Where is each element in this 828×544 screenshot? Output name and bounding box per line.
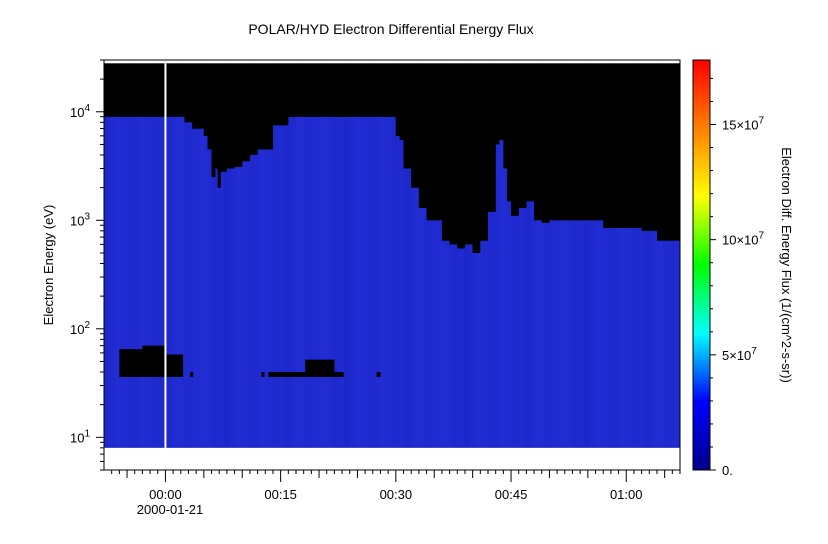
flux-texture-column: [524, 60, 530, 470]
plot-area: [103, 59, 681, 471]
y-axis-label: Electron Energy (eV): [41, 205, 56, 326]
flux-texture-column: [560, 60, 566, 470]
flux-texture-column: [404, 60, 410, 470]
x-tick-label: 00:00: [149, 487, 182, 502]
flux-texture-column: [644, 60, 650, 470]
flux-texture-column: [308, 60, 314, 470]
flux-texture-column: [224, 60, 230, 470]
colorbar-tick-label: 5×107: [722, 346, 757, 363]
flux-texture-column: [356, 60, 362, 470]
flux-texture-column: [632, 60, 638, 470]
colorbar-label: Electron Diff. Energy Flux (1/(cm^2-s-sr…: [779, 147, 794, 383]
heatmap-layer: [104, 60, 680, 470]
flux-texture-column: [536, 60, 542, 470]
flux-texture-column: [620, 60, 626, 470]
flux-texture-column: [476, 60, 482, 470]
low-flux-patch: [142, 345, 166, 377]
low-flux-patch: [261, 371, 265, 377]
flux-texture-column: [260, 60, 266, 470]
flux-texture-column: [248, 60, 254, 470]
flux-texture-column: [464, 60, 470, 470]
x-axis: 00:00 00:15 00:30 00:45 01:00: [111, 470, 681, 502]
y-tick-label: 102: [70, 320, 90, 337]
x-tick-label: 00:30: [380, 487, 413, 502]
flux-texture-column: [440, 60, 446, 470]
flux-texture-column: [656, 60, 662, 470]
flux-texture-column: [296, 60, 302, 470]
flux-texture-column: [164, 60, 170, 470]
flux-texture-column: [236, 60, 242, 470]
flux-texture-column: [284, 60, 290, 470]
plot-frame: [103, 59, 681, 471]
flux-texture-column: [596, 60, 602, 470]
low-flux-patch: [305, 359, 335, 377]
flux-texture-column: [392, 60, 398, 470]
flux-texture-column: [344, 60, 350, 470]
flux-region: [104, 116, 680, 448]
flux-texture-column: [140, 60, 146, 470]
flux-texture-column: [548, 60, 554, 470]
low-flux-patch: [165, 354, 184, 377]
flux-texture-column: [272, 60, 278, 470]
flux-texture-column: [128, 60, 134, 470]
flux-texture-column: [608, 60, 614, 470]
flux-texture-column: [584, 60, 590, 470]
flux-texture-column: [152, 60, 158, 470]
low-flux-patch: [190, 371, 194, 377]
flux-texture-column: [380, 60, 386, 470]
no-data-upper: [104, 63, 680, 253]
colorbar-tick-label: 15×107: [722, 115, 765, 132]
above-range-mask: [104, 60, 680, 64]
y-tick-label: 104: [70, 103, 90, 120]
y-tick-label: 101: [70, 428, 90, 445]
flux-texture-column: [488, 60, 494, 470]
low-flux-patch: [334, 371, 344, 377]
colorbar-gradient: [692, 59, 711, 471]
flux-texture-column: [500, 60, 506, 470]
colorbar-ticks: 0. 5×107 10×107 15×107: [710, 77, 765, 478]
flux-texture-column: [416, 60, 422, 470]
flux-texture-column: [368, 60, 374, 470]
below-range-mask: [104, 447, 680, 470]
low-flux-patch: [376, 371, 381, 377]
flux-texture-column: [332, 60, 338, 470]
chart-title: POLAR/HYD Electron Differential Energy F…: [248, 21, 533, 37]
flux-texture-column: [104, 60, 110, 470]
x-tick-label: 00:45: [495, 487, 528, 502]
flux-texture-column: [176, 60, 182, 470]
flux-texture-column: [572, 60, 578, 470]
colorbar-tick-label: 10×107: [722, 231, 765, 248]
flux-texture-column: [668, 60, 674, 470]
low-flux-patch: [268, 371, 306, 377]
flux-texture-column: [212, 60, 218, 470]
x-date-label: 2000-01-21: [137, 502, 204, 517]
x-tick-label: 00:15: [264, 487, 297, 502]
flux-texture-column: [512, 60, 518, 470]
flux-texture-column: [200, 60, 206, 470]
flux-texture-column: [452, 60, 458, 470]
colorbar-tick-label: 0.: [722, 463, 733, 478]
colorbar: 0. 5×107 10×107 15×107: [692, 59, 765, 478]
low-flux-patch: [119, 349, 143, 377]
flux-texture-column: [320, 60, 326, 470]
x-tick-label: 01:00: [610, 487, 643, 502]
y-axis: 101 102 103 104: [70, 59, 104, 471]
flux-texture-column: [188, 60, 194, 470]
flux-texture-column: [428, 60, 434, 470]
y-tick-label: 103: [70, 211, 90, 228]
flux-texture-column: [116, 60, 122, 470]
